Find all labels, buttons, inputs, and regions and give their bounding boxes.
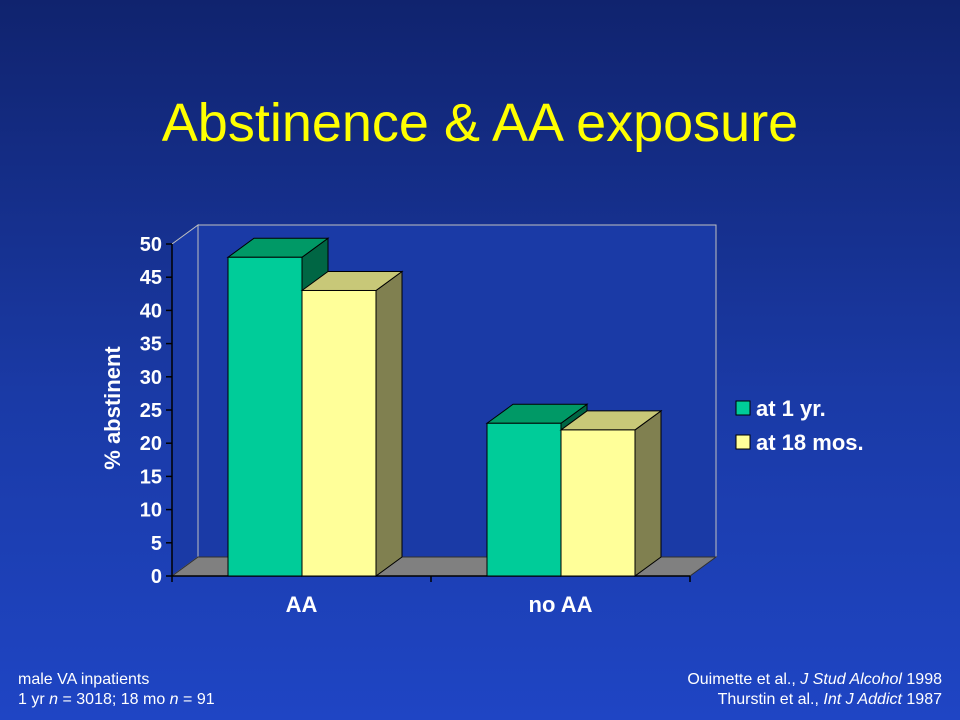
slide-title: Abstinence & AA exposure [161,93,799,153]
bar-side [634,409,662,577]
y-axis: 0 5 10 15 20 25 30 35 40 45 50 [140,234,173,588]
x-category-label: no AA [529,592,593,617]
footer-sample-line: male VA inpatients [18,671,150,688]
legend-swatch [735,434,751,450]
bar-front [301,289,377,577]
legend-swatch [735,400,751,416]
legend: at 1 yr. at 18 mos. [735,396,864,455]
footer-n-line: 1 yr n = 3018; 18 mo n = 91 [18,691,215,708]
bar-side [375,270,403,577]
legend-label: at 18 mos. [756,430,864,455]
citation-1: Ouimette et al., J Stud Alcohol 1998 [687,671,942,688]
bar-front [560,429,636,577]
footer-right: Ouimette et al., J Stud Alcohol 1998 Thu… [687,670,942,710]
y-axis-label: % abstinent [100,346,125,470]
bar [300,270,404,577]
y-tick-label: 30 [140,367,162,389]
legend-label: at 1 yr. [756,396,826,421]
y-tick-label: 0 [151,566,162,588]
y-tick-label: 20 [140,433,162,455]
y-tick-label: 35 [140,334,162,356]
bars [226,237,663,577]
bar [559,409,663,577]
x-category-label: AA [286,592,318,617]
left-wall [171,224,199,577]
y-tick-label: 25 [140,400,162,422]
x-axis: AA no AA [171,575,691,617]
bar-front [486,422,562,577]
y-tick-label: 40 [140,300,162,322]
y-tick-label: 45 [140,267,162,289]
y-tick-label: 15 [140,466,162,488]
y-tick-label: 50 [140,234,162,256]
y-tick-label: 5 [151,533,162,555]
footer-left: male VA inpatients 1 yr n = 3018; 18 mo … [18,670,215,710]
citation-2: Thurstin et al., Int J Addict 1987 [717,691,942,708]
y-tick-label: 10 [140,500,162,522]
bar-front [227,256,303,577]
